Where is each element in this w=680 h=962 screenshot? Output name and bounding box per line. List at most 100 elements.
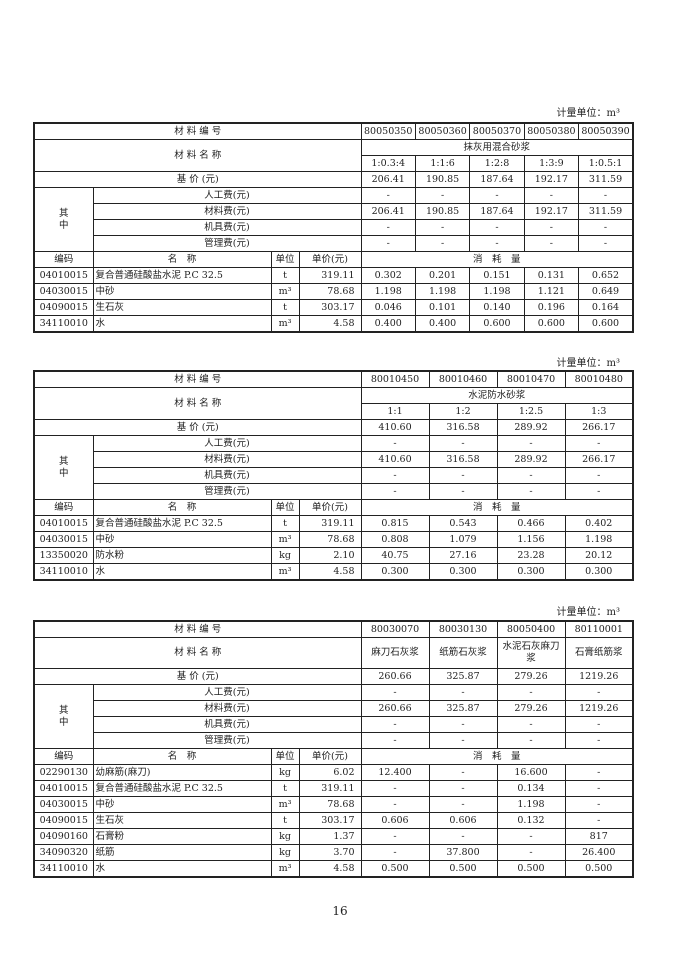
cost-value-cell: -	[428, 467, 498, 484]
base-price-cell: 325.87	[428, 668, 498, 685]
name-column-header: 名 称	[92, 251, 272, 268]
cost-value-cell: -	[564, 684, 634, 701]
base-price-cell: 187.64	[469, 171, 525, 188]
material-ratio-cell: 1:1:6	[414, 155, 471, 172]
material-ratio-cell: 1:2:8	[469, 155, 525, 172]
consumption-cell: 1.198	[469, 283, 525, 300]
item-unit: kg	[270, 547, 300, 564]
material-ratio-cell: 1:0.5:1	[578, 155, 634, 172]
cost-type-label: 人工费(元)	[92, 684, 362, 701]
table-row: 04010015 复合普通硅酸盐水泥 P.C 32.5 t 319.11 0.302 0.…	[33, 267, 634, 284]
item-code: 04030015	[33, 796, 94, 813]
material-ratio-cell: 1:2.5	[496, 403, 566, 420]
cost-value-cell: -	[523, 187, 580, 204]
consumption-cell: 0.300	[496, 563, 566, 581]
unit-price-column-header: 单价(元)	[298, 251, 362, 268]
item-unit-price: 78.68	[298, 796, 362, 813]
item-name: 复合普通硅酸盐水泥 P.C 32.5	[92, 267, 272, 284]
item-unit: kg	[270, 844, 300, 861]
material-code-row: 材 料 编 号 80010450 80010460 80010470 80010480	[33, 370, 634, 388]
item-name: 复合普通硅酸盐水泥 P.C 32.5	[92, 515, 272, 532]
of-which-label: 其 中	[33, 435, 94, 500]
cost-value-cell: 266.17	[564, 451, 634, 468]
consumption-cell: 27.16	[428, 547, 498, 564]
consumption-cell: 0.132	[496, 812, 566, 829]
cost-breakdown-row: 材料费(元) 206.41 190.85 187.64 192.17 311.59	[34, 203, 634, 220]
consumption-cell: 1.079	[428, 531, 498, 548]
item-code: 13350020	[33, 547, 94, 564]
code-column-header: 编码	[33, 499, 94, 516]
table-row: 04010015 复合普通硅酸盐水泥 P.C 32.5 t 319.11- -0.134…	[33, 780, 634, 797]
consumption-cell: 0.543	[428, 515, 498, 532]
material-table-lime-paste: 材 料 编 号 80030070 80030130 80050400 80110001 材…	[33, 620, 634, 878]
item-name: 中砂	[92, 283, 272, 300]
consumption-cell: 0.402	[564, 515, 634, 532]
consumption-cell: 0.400	[360, 315, 416, 333]
material-code-row: 材 料 编 号 80030070 80030130 80050400 80110001	[33, 620, 634, 638]
cost-value-cell: -	[360, 219, 416, 236]
item-unit-price: 4.58	[298, 860, 362, 878]
cost-value-cell: -	[523, 219, 580, 236]
material-code-cell: 80010470	[496, 370, 566, 388]
material-table-waterproof-mortar: 材 料 编 号 80010450 80010460 80010470 80010480 材…	[33, 370, 634, 581]
base-price-header: 基 价 (元)	[33, 668, 362, 685]
consumption-cell: -	[496, 828, 566, 845]
item-unit-price: 6.02	[298, 764, 362, 781]
consumption-cell: 0.196	[523, 299, 580, 316]
consumption-cell: -	[564, 780, 634, 797]
item-name: 生石灰	[92, 812, 272, 829]
cost-value-cell: -	[578, 219, 634, 236]
code-column-header: 编码	[33, 251, 94, 268]
item-code: 04010015	[33, 267, 94, 284]
item-unit: m³	[270, 796, 300, 813]
cost-value-cell: 260.66	[360, 700, 430, 717]
consumption-cell: 0.300	[360, 563, 430, 581]
cost-value-cell: -	[496, 716, 566, 733]
item-unit-price: 1.37	[298, 828, 362, 845]
consumption-cell: 23.28	[496, 547, 566, 564]
item-unit: m³	[270, 531, 300, 548]
consumption-cell: 0.101	[414, 299, 471, 316]
consumption-cell: 0.600	[523, 315, 580, 333]
item-unit: t	[270, 780, 300, 797]
cost-value-cell: 192.17	[523, 203, 580, 220]
consumption-cell: -	[564, 796, 634, 813]
cost-breakdown-row: 管理费(元) - - - -	[34, 483, 634, 500]
item-unit-price: 4.58	[298, 563, 362, 581]
base-price-cell: 311.59	[578, 171, 634, 188]
material-code-cell: 80050390	[578, 122, 634, 140]
base-price-cell: 1219.26	[564, 668, 634, 685]
cost-value-cell: -	[564, 732, 634, 749]
material-name-row: 材 料 名 称抹灰用混合砂浆	[33, 139, 634, 172]
table-row: 04010015 复合普通硅酸盐水泥 P.C 32.5 t 319.11 0.815 0.…	[33, 515, 634, 532]
material-name-header: 材 料 名 称	[33, 387, 362, 420]
table-row: 04090015 生石灰 t 303.17 0.046 0.101 0.140 0.196 0.…	[33, 299, 634, 316]
cost-value-cell: -	[564, 483, 634, 500]
cost-value-cell: 190.85	[414, 203, 471, 220]
cost-breakdown-row: 机具费(元) - - - -	[34, 467, 634, 484]
consumption-cell: -	[564, 812, 634, 829]
consumption-cell: 0.300	[428, 563, 498, 581]
material-code-cell: 80050400	[496, 620, 566, 638]
consumption-cell: 16.600	[496, 764, 566, 781]
consumption-cell: -	[360, 828, 430, 845]
cost-value-cell: -	[469, 187, 525, 204]
item-name: 石膏粉	[92, 828, 272, 845]
cost-value-cell: -	[428, 435, 498, 452]
item-unit: t	[270, 267, 300, 284]
cost-value-cell: -	[564, 435, 634, 452]
consumption-column-header: 消 耗 量	[360, 748, 634, 765]
item-unit: m³	[270, 315, 300, 333]
material-ratio-cell: 1:3	[564, 403, 634, 420]
cost-value-cell: -	[469, 219, 525, 236]
cost-breakdown-row: 机具费(元) - - - - -	[34, 219, 634, 236]
consumption-cell: -	[428, 796, 498, 813]
item-unit-price: 78.68	[298, 531, 362, 548]
table-row: 34110010 水 m³ 4.58 0.400 0.400 0.600 0.600 0.600	[33, 315, 634, 333]
material-ratio-cell: 1:1	[360, 403, 430, 420]
material-code-cell: 80030130	[428, 620, 498, 638]
cost-value-cell: -	[414, 219, 471, 236]
cost-value-cell: -	[414, 235, 471, 252]
cost-type-label: 机具费(元)	[92, 467, 362, 484]
table-row: 04090015 生石灰 t 303.17 0.606 0.606 0.132-	[33, 812, 634, 829]
